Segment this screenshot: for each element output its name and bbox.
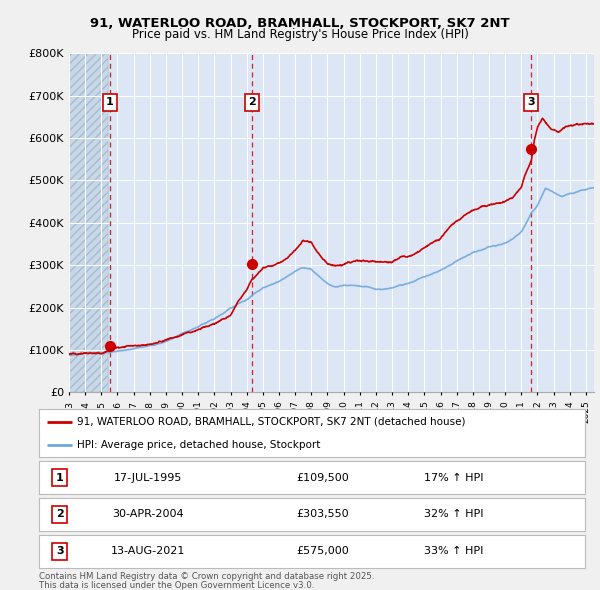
Text: Contains HM Land Registry data © Crown copyright and database right 2025.: Contains HM Land Registry data © Crown c…	[39, 572, 374, 581]
Text: £109,500: £109,500	[296, 473, 349, 483]
Text: 13-AUG-2021: 13-AUG-2021	[111, 546, 185, 556]
Text: 1: 1	[106, 97, 114, 107]
Text: 2: 2	[56, 510, 64, 519]
Text: HPI: Average price, detached house, Stockport: HPI: Average price, detached house, Stoc…	[77, 440, 320, 450]
Text: 30-APR-2004: 30-APR-2004	[112, 510, 184, 519]
Text: 17-JUL-1995: 17-JUL-1995	[114, 473, 182, 483]
Text: 91, WATERLOO ROAD, BRAMHALL, STOCKPORT, SK7 2NT: 91, WATERLOO ROAD, BRAMHALL, STOCKPORT, …	[90, 17, 510, 30]
Text: 17% ↑ HPI: 17% ↑ HPI	[424, 473, 484, 483]
Text: 33% ↑ HPI: 33% ↑ HPI	[424, 546, 484, 556]
Text: This data is licensed under the Open Government Licence v3.0.: This data is licensed under the Open Gov…	[39, 581, 314, 589]
Text: 3: 3	[56, 546, 64, 556]
Text: £303,550: £303,550	[296, 510, 349, 519]
Text: Price paid vs. HM Land Registry's House Price Index (HPI): Price paid vs. HM Land Registry's House …	[131, 28, 469, 41]
Text: 2: 2	[248, 97, 256, 107]
Text: 32% ↑ HPI: 32% ↑ HPI	[424, 510, 484, 519]
Text: 1: 1	[56, 473, 64, 483]
Text: £575,000: £575,000	[296, 546, 349, 556]
Text: 3: 3	[527, 97, 535, 107]
Text: 91, WATERLOO ROAD, BRAMHALL, STOCKPORT, SK7 2NT (detached house): 91, WATERLOO ROAD, BRAMHALL, STOCKPORT, …	[77, 417, 466, 427]
Bar	[69, 53, 108, 392]
Bar	[69, 53, 108, 392]
